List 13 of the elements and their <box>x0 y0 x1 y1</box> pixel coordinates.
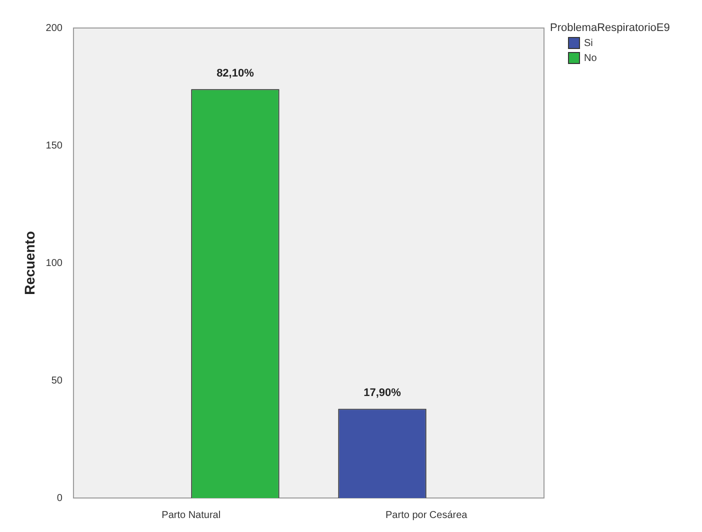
y-axis-title: Recuento <box>21 231 38 295</box>
annotation: 82,10% <box>216 68 254 80</box>
y-tick-label: 150 <box>46 140 63 152</box>
annotation: 17,90% <box>364 387 402 400</box>
y-tick-label: 100 <box>46 258 63 269</box>
legend-label: No <box>584 52 597 64</box>
legend-label: Si <box>584 38 593 48</box>
x-tick-label: Parto Natural <box>162 510 221 521</box>
y-tick-label: 200 <box>46 22 63 34</box>
y-tick-label: 50 <box>51 375 63 386</box>
x-tick-label: Parto por Cesárea <box>386 510 468 521</box>
legend-title: ProblemaRespiratorioE9 <box>550 22 671 34</box>
y-tick-label: 0 <box>56 492 63 504</box>
